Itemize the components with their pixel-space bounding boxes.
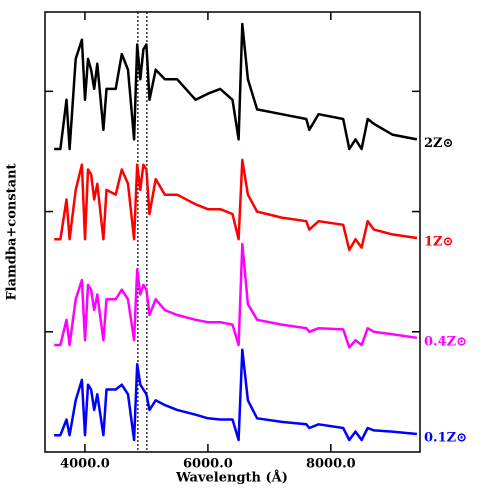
legend-label: 1Z⊙ [424,235,453,250]
legend-label: 2Z⊙ [424,136,453,151]
x-axis-label: Wavelength (Å) [175,470,288,486]
x-tick-label: 6000.0 [183,457,233,472]
y-axis-label: Flamdba+constant [5,163,20,300]
x-tick-label: 4000.0 [60,457,110,472]
legend-label: 0.4Z⊙ [424,334,467,349]
spectrum-line [54,348,418,442]
x-tick-label: 8000.0 [306,457,356,472]
legend-label: 0.1Z⊙ [424,430,467,445]
spectrum-line [54,158,418,252]
spectrum-line [54,22,418,151]
spectrum-line [54,242,418,349]
plot-frame [44,11,421,453]
